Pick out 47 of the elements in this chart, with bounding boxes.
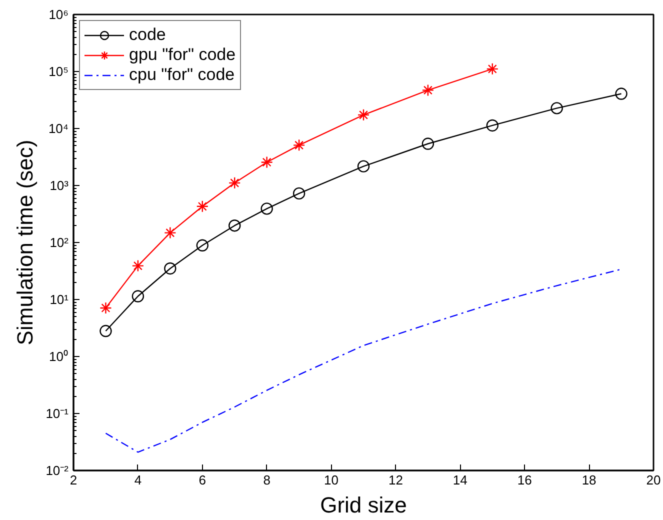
- point: [164, 262, 176, 275]
- x-tick-label: 18: [582, 472, 596, 488]
- y-tick-label: 10⁶: [48, 7, 68, 22]
- y-tick-label: 10⁰: [49, 349, 69, 364]
- point: [292, 187, 306, 200]
- x-axis-title: Grid size: [320, 492, 407, 518]
- legend-label: cpu "for" code: [129, 65, 235, 85]
- point: [422, 138, 434, 150]
- legend-label: code: [129, 25, 166, 45]
- x-tick-label: 16: [517, 472, 532, 488]
- y-tick-label: 10¹: [50, 292, 70, 307]
- point: [164, 226, 176, 239]
- point: [228, 176, 241, 190]
- point: [550, 102, 563, 114]
- point: [357, 108, 370, 122]
- y-tick-label: 10⁵: [48, 64, 69, 79]
- y-tick-label: 10⁻²: [46, 463, 70, 478]
- point: [100, 302, 112, 314]
- x-tick-label: 20: [646, 472, 661, 488]
- x-tick-label: 2: [70, 472, 78, 488]
- point: [357, 160, 370, 172]
- x-tick-label: 6: [198, 472, 206, 488]
- point: [196, 239, 208, 252]
- point: [228, 220, 241, 232]
- x-tick-label: 12: [388, 472, 403, 488]
- point: [132, 290, 144, 302]
- y-tick-label: 10⁻¹: [46, 406, 70, 421]
- point: [132, 260, 144, 272]
- x-tick-label: 14: [452, 472, 468, 488]
- line-series: [105, 268, 622, 453]
- point: [486, 119, 498, 132]
- y-tick-label: 10²: [50, 235, 70, 250]
- x-tick-label: 8: [263, 472, 270, 488]
- point: [196, 200, 208, 212]
- legend-label: gpu "for" code: [129, 45, 236, 65]
- point: [100, 324, 112, 338]
- point: [615, 88, 628, 100]
- x-tick-label: 4: [134, 472, 142, 488]
- point: [260, 156, 273, 168]
- x-tick-label: 10: [324, 472, 339, 488]
- point: [422, 84, 434, 96]
- y-axis-title: Simulation time (sec): [12, 140, 38, 346]
- point: [260, 202, 273, 215]
- point: [486, 62, 498, 76]
- y-tick-label: 10⁴: [48, 121, 68, 136]
- point: [292, 139, 306, 152]
- y-tick-label: 10³: [50, 178, 70, 193]
